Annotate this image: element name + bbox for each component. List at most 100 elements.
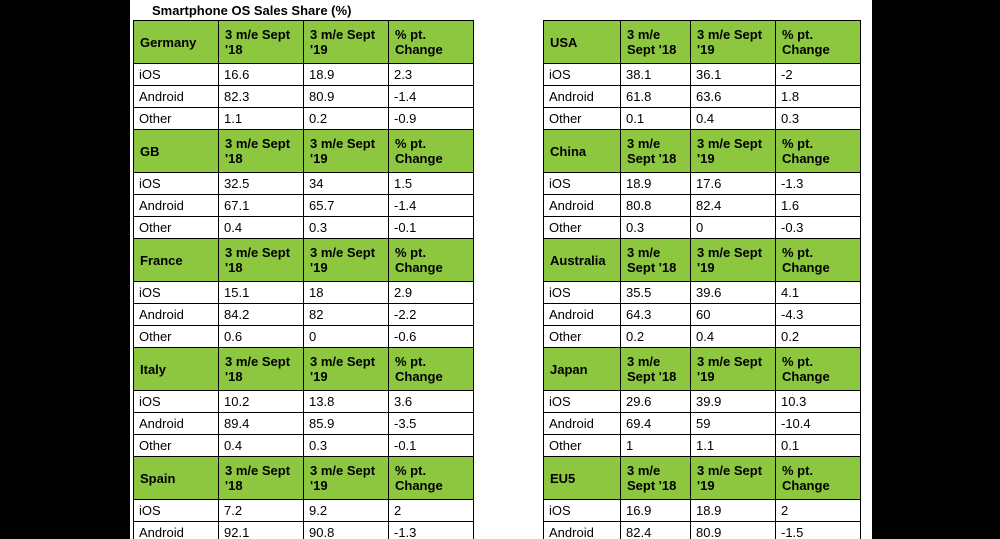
data-row-japan-android: Android 69.4 59 -10.4	[543, 412, 861, 435]
value-cell: 38.1	[620, 63, 691, 86]
region-header-cell-gb: GB	[133, 129, 219, 173]
value-cell: 1.1	[690, 434, 776, 457]
value-cell: 13.8	[303, 390, 389, 413]
column-header-cell: % pt. Change	[388, 347, 474, 391]
column-header-cell: % pt. Change	[775, 20, 861, 64]
value-cell: 0.3	[303, 216, 389, 239]
data-row-gb-other: Other 0.4 0.3 -0.1	[133, 216, 474, 239]
os-label-cell: Android	[543, 194, 621, 217]
value-cell: 10.3	[775, 390, 861, 413]
column-header-cell: 3 m/e Sept '19	[690, 129, 776, 173]
value-cell: 3.6	[388, 390, 474, 413]
value-cell: 18	[303, 281, 389, 304]
data-row-germany-ios: iOS 16.6 18.9 2.3	[133, 63, 474, 86]
value-cell: 59	[690, 412, 776, 435]
data-row-gb-android: Android 67.1 65.7 -1.4	[133, 194, 474, 217]
value-cell: 0.4	[218, 434, 304, 457]
column-header-cell: % pt. Change	[388, 456, 474, 500]
value-cell: -10.4	[775, 412, 861, 435]
value-cell: 89.4	[218, 412, 304, 435]
column-header-cell: 3 m/e Sept '18	[620, 20, 691, 64]
os-share-table-left-grid: Germany 3 m/e Sept '18 3 m/e Sept '19% pt.…	[133, 20, 474, 539]
os-label-cell: Android	[133, 194, 219, 217]
section-header-row: China 3 m/e Sept '18 3 m/e Sept '19% pt. C…	[543, 129, 861, 173]
os-label-cell: Android	[543, 85, 621, 108]
data-row-france-other: Other 0.6 0 -0.6	[133, 325, 474, 348]
value-cell: 0.6	[218, 325, 304, 348]
region-header-cell-japan: Japan	[543, 347, 621, 391]
value-cell: 0.3	[303, 434, 389, 457]
value-cell: 80.9	[690, 521, 776, 539]
data-row-france-ios: iOS 15.1 18 2.9	[133, 281, 474, 304]
os-label-cell: Android	[543, 521, 621, 539]
os-label-cell: Other	[543, 216, 621, 239]
column-header-cell: 3 m/e Sept '19	[690, 20, 776, 64]
value-cell: -4.3	[775, 303, 861, 326]
value-cell: 1.6	[775, 194, 861, 217]
region-header-cell-usa: USA	[543, 20, 621, 64]
data-row-spain-ios: iOS 7.2 9.2 2	[133, 499, 474, 522]
os-label-cell: iOS	[133, 63, 219, 86]
section-header-row: Japan 3 m/e Sept '18 3 m/e Sept '19% pt. C…	[543, 347, 861, 391]
value-cell: -1.3	[388, 521, 474, 539]
column-header-cell: 3 m/e Sept '18	[620, 238, 691, 282]
value-cell: 2	[388, 499, 474, 522]
os-label-cell: iOS	[543, 390, 621, 413]
os-label-cell: iOS	[133, 499, 219, 522]
section-header-row: EU5 3 m/e Sept '18 3 m/e Sept '19% pt. Cha…	[543, 456, 861, 500]
value-cell: 10.2	[218, 390, 304, 413]
value-cell: -3.5	[388, 412, 474, 435]
os-label-cell: Other	[133, 434, 219, 457]
value-cell: 4.1	[775, 281, 861, 304]
os-label-cell: iOS	[543, 172, 621, 195]
section-header-row: Italy 3 m/e Sept '18 3 m/e Sept '19% pt. C…	[133, 347, 474, 391]
os-label-cell: iOS	[133, 172, 219, 195]
data-row-australia-ios: iOS 35.5 39.6 4.1	[543, 281, 861, 304]
value-cell: 39.6	[690, 281, 776, 304]
value-cell: 15.1	[218, 281, 304, 304]
column-header-cell: % pt. Change	[388, 238, 474, 282]
value-cell: 18.9	[690, 499, 776, 522]
value-cell: 34	[303, 172, 389, 195]
os-label-cell: Android	[133, 412, 219, 435]
value-cell: 92.1	[218, 521, 304, 539]
value-cell: 39.9	[690, 390, 776, 413]
column-header-cell: 3 m/e Sept '18	[218, 456, 304, 500]
os-label-cell: iOS	[543, 63, 621, 86]
value-cell: 0	[303, 325, 389, 348]
os-label-cell: Other	[133, 216, 219, 239]
os-label-cell: Other	[133, 107, 219, 130]
value-cell: 64.3	[620, 303, 691, 326]
value-cell: 0.1	[775, 434, 861, 457]
value-cell: -1.3	[775, 172, 861, 195]
value-cell: 1	[620, 434, 691, 457]
value-cell: 82.4	[690, 194, 776, 217]
section-header-row: Australia 3 m/e Sept '18 3 m/e Sept '19% p…	[543, 238, 861, 282]
data-row-eu5-android: Android 82.4 80.9 -1.5	[543, 521, 861, 539]
section-header-row: Germany 3 m/e Sept '18 3 m/e Sept '19% pt.…	[133, 20, 474, 64]
value-cell: 0.2	[303, 107, 389, 130]
value-cell: 9.2	[303, 499, 389, 522]
section-header-row: France 3 m/e Sept '18 3 m/e Sept '19% pt. …	[133, 238, 474, 282]
os-label-cell: Other	[543, 107, 621, 130]
region-header-cell-germany: Germany	[133, 20, 219, 64]
value-cell: 32.5	[218, 172, 304, 195]
value-cell: -1.4	[388, 194, 474, 217]
value-cell: 16.6	[218, 63, 304, 86]
column-header-cell: 3 m/e Sept '19	[690, 238, 776, 282]
value-cell: -2.2	[388, 303, 474, 326]
data-row-usa-ios: iOS 38.1 36.1 -2	[543, 63, 861, 86]
value-cell: 1.5	[388, 172, 474, 195]
column-header-cell: 3 m/e Sept '19	[303, 238, 389, 282]
os-label-cell: iOS	[133, 281, 219, 304]
value-cell: -0.3	[775, 216, 861, 239]
value-cell: -0.1	[388, 434, 474, 457]
column-header-cell: 3 m/e Sept '18	[620, 347, 691, 391]
column-header-cell: 3 m/e Sept '19	[690, 347, 776, 391]
data-row-spain-android: Android 92.1 90.8 -1.3	[133, 521, 474, 539]
os-label-cell: Other	[543, 434, 621, 457]
value-cell: 18.9	[620, 172, 691, 195]
column-header-cell: 3 m/e Sept '19	[303, 456, 389, 500]
region-header-cell-eu5: EU5	[543, 456, 621, 500]
